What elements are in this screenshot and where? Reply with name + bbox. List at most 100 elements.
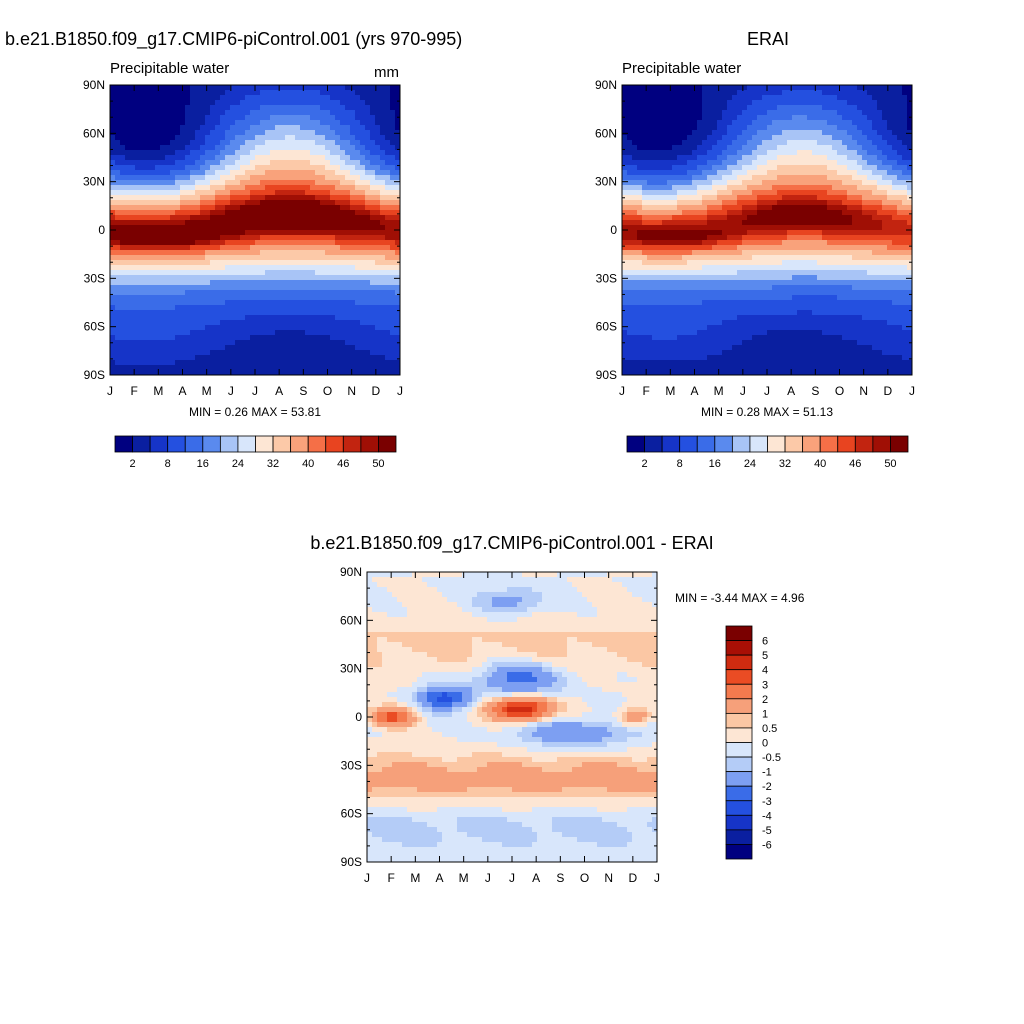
field-cell xyxy=(265,245,271,251)
field-cell xyxy=(395,345,401,351)
field-cell xyxy=(887,140,893,146)
colorbar-box xyxy=(307,435,327,453)
field-cell xyxy=(165,325,171,331)
field-cell xyxy=(245,365,251,371)
field-cell xyxy=(827,85,833,91)
field-cell xyxy=(832,115,838,121)
field-cell xyxy=(130,300,136,306)
field-cell xyxy=(120,200,126,206)
field-cell xyxy=(160,365,166,371)
field-cell xyxy=(330,140,336,146)
field-cell xyxy=(365,220,371,226)
field-cell xyxy=(365,100,371,106)
field-cell xyxy=(345,175,351,181)
field-cell xyxy=(807,180,813,186)
field-cell xyxy=(155,315,161,321)
field-cell xyxy=(732,130,738,136)
field-cell xyxy=(390,240,396,246)
field-cell xyxy=(340,175,346,181)
field-cell xyxy=(195,240,201,246)
field-cell xyxy=(225,155,231,161)
field-cell xyxy=(255,135,261,141)
field-cell xyxy=(230,365,236,371)
field-cell xyxy=(120,320,126,326)
field-cell xyxy=(872,185,878,191)
field-cell xyxy=(270,310,276,316)
field-cell xyxy=(200,210,206,216)
field-cell xyxy=(350,155,356,161)
field-cell xyxy=(822,90,828,96)
field-cell xyxy=(647,190,653,196)
field-cell xyxy=(150,230,156,236)
field-cell xyxy=(737,170,743,176)
field-cell xyxy=(170,160,176,166)
field-cell xyxy=(315,245,321,251)
field-cell xyxy=(125,115,131,121)
field-cell xyxy=(270,160,276,166)
field-cell xyxy=(682,170,688,176)
field-cell xyxy=(662,180,668,186)
field-cell xyxy=(145,120,151,126)
field-cell xyxy=(200,275,206,281)
field-cell xyxy=(165,110,171,116)
field-cell xyxy=(150,355,156,361)
field-cell xyxy=(215,330,221,336)
field-cell xyxy=(697,110,703,116)
field-cell xyxy=(270,125,276,131)
field-cell xyxy=(375,210,381,216)
field-cell xyxy=(170,335,176,341)
field-cell xyxy=(310,150,316,156)
field-cell xyxy=(355,260,361,266)
field-cell xyxy=(225,295,231,301)
field-cell xyxy=(847,150,853,156)
field-cell xyxy=(872,195,878,201)
field-cell xyxy=(180,295,186,301)
field-cell xyxy=(702,85,708,91)
field-cell xyxy=(837,115,843,121)
model-colorbar: 2 8 16 24 32 40 46 50 xyxy=(114,435,397,470)
field-cell xyxy=(375,180,381,186)
field-cell xyxy=(280,335,286,341)
field-cell xyxy=(737,155,743,161)
field-cell xyxy=(330,175,336,181)
field-cell xyxy=(842,130,848,136)
field-cell xyxy=(205,205,211,211)
field-cell xyxy=(747,150,753,156)
field-cell xyxy=(340,365,346,371)
field-cell xyxy=(145,305,151,311)
field-cell xyxy=(135,110,141,116)
field-cell xyxy=(385,165,391,171)
field-cell xyxy=(185,235,191,241)
field-cell xyxy=(300,90,306,96)
field-cell xyxy=(807,95,813,101)
field-cell xyxy=(682,115,688,121)
field-cell xyxy=(662,125,668,131)
field-cell xyxy=(195,160,201,166)
field-cell xyxy=(280,145,286,151)
y-tick-label: 30S xyxy=(84,271,105,285)
field-cell xyxy=(320,205,326,211)
field-cell xyxy=(350,235,356,241)
field-cell xyxy=(115,190,121,196)
field-cell xyxy=(375,265,381,271)
field-cell xyxy=(135,140,141,146)
field-cell xyxy=(380,340,386,346)
field-cell xyxy=(315,210,321,216)
field-cell xyxy=(847,125,853,131)
field-cell xyxy=(185,210,191,216)
field-cell xyxy=(707,145,713,151)
field-cell xyxy=(310,350,316,356)
field-cell xyxy=(170,175,176,181)
field-cell xyxy=(150,125,156,131)
field-cell xyxy=(220,335,226,341)
field-cell xyxy=(240,355,246,361)
field-cell xyxy=(877,105,883,111)
field-cell xyxy=(637,180,643,186)
field-cell xyxy=(185,305,191,311)
field-cell xyxy=(622,190,628,196)
field-cell xyxy=(767,105,773,111)
field-cell xyxy=(852,120,858,126)
field-cell xyxy=(205,200,211,206)
field-cell xyxy=(235,325,241,331)
field-cell xyxy=(822,195,828,201)
